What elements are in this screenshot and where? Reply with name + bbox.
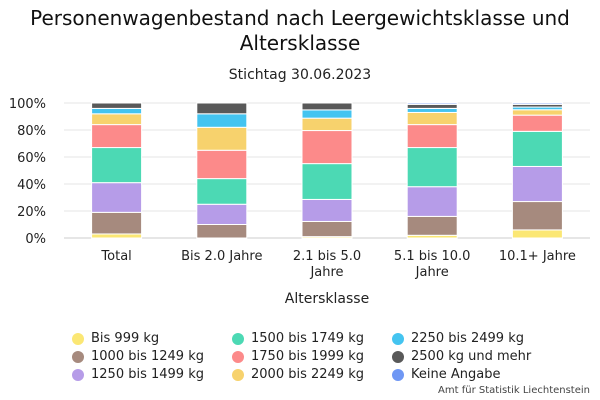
bar-segment xyxy=(406,102,458,105)
y-tick-label: 80% xyxy=(17,124,46,139)
bar-segment xyxy=(301,198,353,222)
bar-segment xyxy=(511,130,563,167)
legend-item[interactable]: 1000 bis 1249 kg xyxy=(72,348,232,366)
bar-segment xyxy=(91,113,143,126)
legend: Bis 999 kg 1500 bis 1749 kg 2250 bis 2499 … xyxy=(72,330,552,384)
bar-segment xyxy=(406,186,458,217)
legend-item[interactable]: 1500 bis 1749 kg xyxy=(232,330,392,348)
bar-segment xyxy=(301,163,353,200)
legend-swatch xyxy=(392,369,404,381)
legend-item[interactable]: 2000 bis 2249 kg xyxy=(232,366,392,384)
x-tick-label: Bis 2.0 Jahre xyxy=(181,249,262,264)
legend-swatch xyxy=(232,369,244,381)
bar-segment xyxy=(301,220,353,238)
legend-label: Bis 999 kg xyxy=(91,331,160,346)
legend-swatch xyxy=(72,369,84,381)
x-tick-label: 5.1 bis 10.0 Jahre xyxy=(394,249,471,280)
bar-segment xyxy=(511,165,563,203)
bar-segment xyxy=(196,102,248,115)
bar-segment xyxy=(511,114,563,132)
y-tick-label: 0% xyxy=(25,232,46,247)
x-axis-title: Altersklasse xyxy=(285,291,369,307)
bar-segment xyxy=(196,149,248,180)
bar-segment xyxy=(91,233,143,239)
x-axis-ticks: Total Bis 2.0 Jahre 2.1 bis 5.0 Jahre 5.1 bi… xyxy=(100,249,576,280)
bar-segment xyxy=(91,147,143,184)
legend-label: 1500 bis 1749 kg xyxy=(251,331,364,346)
legend-label: 2250 bis 2499 kg xyxy=(411,331,524,346)
y-axis-ticks: 0% 20% 40% 60% 80% 100% xyxy=(9,97,46,247)
bars xyxy=(91,102,563,239)
legend-item[interactable]: 2500 kg und mehr xyxy=(392,348,552,366)
legend-item[interactable]: 1250 bis 1499 kg xyxy=(72,366,232,384)
y-tick-label: 40% xyxy=(17,178,46,193)
credit-text: Amt für Statistik Liechtenstein xyxy=(438,385,590,396)
legend-swatch xyxy=(392,333,404,345)
bar-segment xyxy=(406,124,458,149)
x-tick-label: 10.1+ Jahre xyxy=(499,249,576,264)
legend-item[interactable]: Keine Angabe xyxy=(392,366,552,384)
y-tick-label: 100% xyxy=(9,97,46,112)
bar-segment xyxy=(406,107,458,113)
legend-item[interactable]: Bis 999 kg xyxy=(72,330,232,348)
bar-segment xyxy=(406,147,458,188)
bar-segment xyxy=(301,117,353,132)
chart-title: Personenwagenbestand nach Leergewichtskl… xyxy=(30,6,570,55)
y-tick-label: 20% xyxy=(17,205,46,220)
bar-segment xyxy=(91,124,143,149)
legend-swatch xyxy=(232,351,244,363)
legend-item[interactable]: 1750 bis 1999 kg xyxy=(232,348,392,366)
legend-item[interactable]: 2250 bis 2499 kg xyxy=(392,330,552,348)
legend-label: 1000 bis 1249 kg xyxy=(91,349,204,364)
bar-segment xyxy=(301,109,353,119)
y-tick-label: 60% xyxy=(17,151,46,166)
bar-segment xyxy=(91,182,143,213)
bar-segment xyxy=(301,130,353,165)
bar-segment xyxy=(91,102,143,109)
bar-segment xyxy=(511,109,563,116)
legend-label: 2000 bis 2249 kg xyxy=(251,367,364,382)
bar-segment xyxy=(406,215,458,236)
bar-segment xyxy=(511,201,563,231)
bar-segment xyxy=(301,102,353,111)
bar-segment xyxy=(196,203,248,225)
bar-segment xyxy=(91,211,143,235)
bar-segment xyxy=(196,224,248,239)
x-tick-label: Total xyxy=(100,249,131,264)
bar-segment xyxy=(406,111,458,126)
bar-segment xyxy=(511,229,563,239)
bar-segment xyxy=(91,107,143,115)
bar-segment xyxy=(196,113,248,128)
legend-swatch xyxy=(392,351,404,363)
chart-subtitle: Stichtag 30.06.2023 xyxy=(228,67,372,83)
legend-label: 1750 bis 1999 kg xyxy=(251,349,364,364)
legend-swatch xyxy=(72,333,84,345)
legend-swatch xyxy=(232,333,244,345)
bar-segment xyxy=(196,178,248,205)
bar-segment xyxy=(196,126,248,151)
x-tick-label: 2.1 bis 5.0 Jahre xyxy=(293,249,361,280)
bar-segment xyxy=(406,103,458,109)
legend-label: 2500 kg und mehr xyxy=(411,349,532,364)
stacked-bar-chart: 0% 20% 40% 60% 80% 100% Total Bis 2.0 Jahre 2.1… xyxy=(9,97,590,307)
legend-swatch xyxy=(72,351,84,363)
legend-label: 1250 bis 1499 kg xyxy=(91,367,204,382)
legend-label: Keine Angabe xyxy=(411,367,501,382)
bar-segment xyxy=(511,102,563,105)
